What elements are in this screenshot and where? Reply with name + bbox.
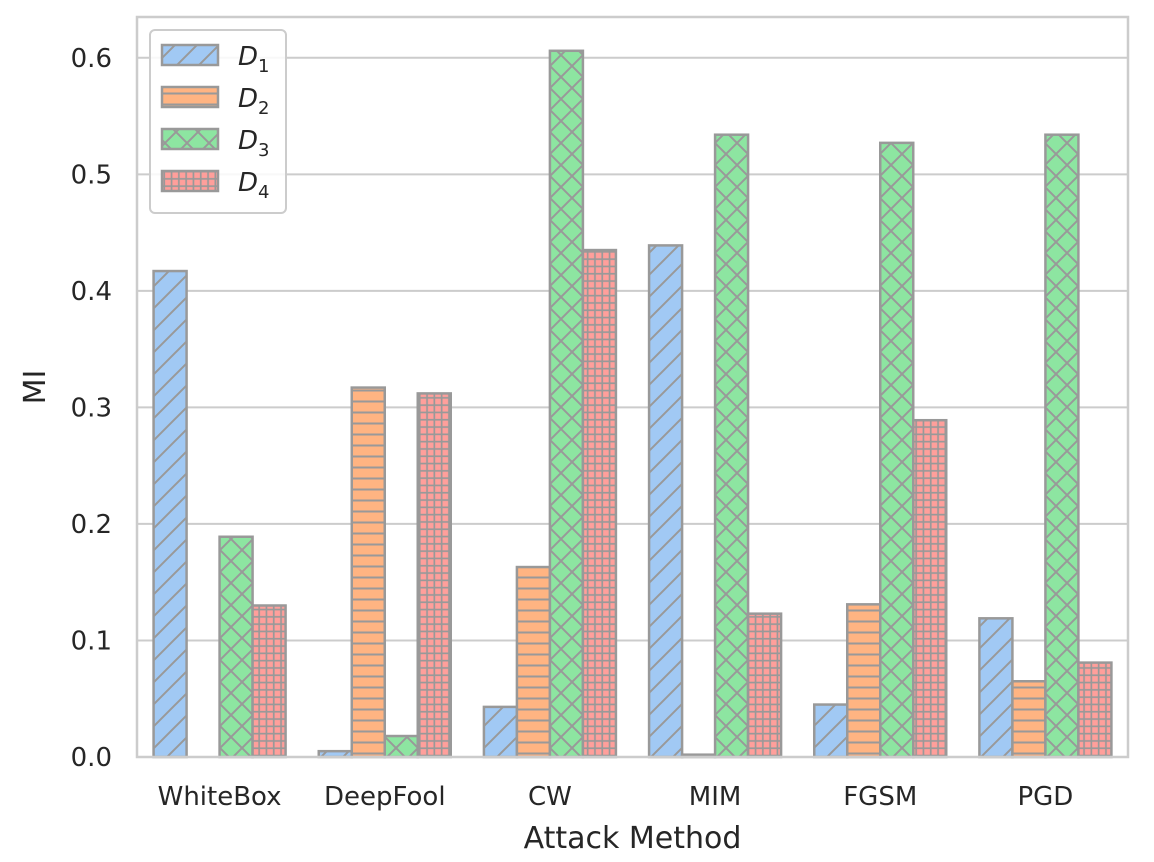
bar-hatch xyxy=(912,418,948,759)
bar-whitebox-d3 xyxy=(218,535,254,759)
bar-hatch xyxy=(581,248,618,759)
y-tick-label: 0.0 xyxy=(71,743,112,773)
bar-pgd-d2 xyxy=(1011,680,1047,759)
x-tick-label: PGD xyxy=(1017,782,1073,812)
bar-mim-d4 xyxy=(746,612,783,759)
legend-label: D3 xyxy=(238,126,269,161)
bars xyxy=(152,49,1113,759)
bar-hatch xyxy=(978,617,1014,759)
legend-label-subscript: 3 xyxy=(258,140,269,161)
bar-pgd-d1 xyxy=(978,617,1014,759)
bar-hatch xyxy=(713,133,750,759)
legend-label-base: D xyxy=(238,84,258,114)
bar-fgsm-d2 xyxy=(846,603,882,759)
bar-deepfool-d4 xyxy=(416,392,452,759)
bar-deepfool-d3 xyxy=(383,734,419,759)
bar-hatch xyxy=(1077,661,1113,759)
bar-hatch xyxy=(746,612,783,759)
legend-swatch xyxy=(160,169,220,193)
x-axis-title: Attack Method xyxy=(524,821,742,856)
x-tick-label: WhiteBox xyxy=(158,782,282,812)
bar-hatch xyxy=(350,386,386,759)
bar-fgsm-d3 xyxy=(879,141,915,759)
y-tick-label: 0.3 xyxy=(71,393,112,423)
bar-hatch xyxy=(1044,133,1080,759)
x-tick-label: FGSM xyxy=(843,782,917,812)
x-axis-ticks: WhiteBox DeepFool CW MIM FGSM PGD xyxy=(158,782,1074,812)
bar-whitebox-d1 xyxy=(152,269,188,759)
legend-item-d3: D3 xyxy=(160,126,269,161)
bar-pgd-d3 xyxy=(1044,133,1080,759)
bar-hatch xyxy=(251,604,287,759)
bar-mim-d3 xyxy=(713,133,750,759)
x-tick-label: CW xyxy=(528,782,572,812)
bar-cw-d1 xyxy=(482,705,519,759)
bar-mim-d1 xyxy=(647,244,684,759)
bar-hatch xyxy=(1011,680,1047,759)
bar-hatch xyxy=(813,703,849,759)
legend-label-subscript: 1 xyxy=(258,56,269,77)
legend-item-d2: D2 xyxy=(160,84,269,119)
legend-label: D2 xyxy=(238,84,269,119)
bar-cw-d2 xyxy=(515,565,552,759)
y-tick-label: 0.6 xyxy=(71,44,112,74)
legend-box xyxy=(149,29,287,214)
grid-lines xyxy=(137,56,1128,758)
y-tick-label: 0.4 xyxy=(71,277,112,307)
legend-label-base: D xyxy=(238,168,258,198)
legend-swatch xyxy=(160,43,220,67)
bar-hatch xyxy=(482,705,519,759)
legend-item-d1: D1 xyxy=(160,42,269,77)
legend-label: D4 xyxy=(238,168,269,203)
bar-deepfool-d2 xyxy=(350,386,386,759)
bar-cw-d3 xyxy=(548,49,585,759)
y-tick-label: 0.2 xyxy=(71,510,112,540)
bar-hatch xyxy=(879,141,915,759)
legend-label-subscript: 4 xyxy=(258,182,269,203)
bar-pgd-d4 xyxy=(1077,661,1113,759)
x-tick-label: MIM xyxy=(689,782,742,812)
legend-item-d4: D4 xyxy=(160,168,269,203)
bar-hatch xyxy=(846,603,882,759)
bar-cw-d4 xyxy=(581,248,618,759)
bar-hatch xyxy=(416,392,452,759)
legend-label: D1 xyxy=(238,42,269,77)
y-tick-label: 0.1 xyxy=(71,626,112,656)
bar-hatch xyxy=(647,244,684,759)
bar-hatch xyxy=(383,734,419,759)
bar-fgsm-d1 xyxy=(813,703,849,759)
bar-fgsm-d4 xyxy=(912,418,948,759)
bar-hatch xyxy=(152,269,188,759)
legend-label-subscript: 2 xyxy=(258,98,269,119)
x-tick-label: DeepFool xyxy=(324,782,446,812)
y-tick-label: 0.5 xyxy=(71,160,112,190)
bar-hatch xyxy=(548,49,585,759)
legend-label-base: D xyxy=(238,42,258,72)
y-axis-title: MI xyxy=(18,370,53,405)
bar-hatch xyxy=(218,535,254,759)
legend-swatch xyxy=(160,127,220,151)
y-axis-ticks: 0.0 0.1 0.2 0.3 0.4 0.5 0.6 xyxy=(71,44,112,773)
bar-whitebox-d4 xyxy=(251,604,287,759)
bar-hatch xyxy=(515,565,552,759)
legend-label-base: D xyxy=(238,126,258,156)
legend-swatch xyxy=(160,85,220,109)
plot-frame xyxy=(135,15,1130,759)
